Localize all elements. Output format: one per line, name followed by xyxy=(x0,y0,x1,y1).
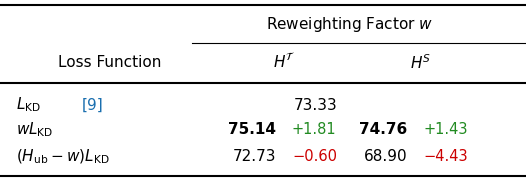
Text: [9]: [9] xyxy=(82,98,103,112)
Text: $H^{S}$: $H^{S}$ xyxy=(410,53,431,72)
Text: 68.90: 68.90 xyxy=(364,149,408,164)
Text: 72.73: 72.73 xyxy=(232,149,276,164)
Text: $(H_{\mathrm{ub}}-w)L_{\mathrm{KD}}$: $(H_{\mathrm{ub}}-w)L_{\mathrm{KD}}$ xyxy=(16,147,109,166)
Text: 74.76: 74.76 xyxy=(359,122,408,137)
Text: −0.60: −0.60 xyxy=(292,149,337,164)
Text: +1.43: +1.43 xyxy=(423,122,468,137)
Text: $wL_{\mathrm{KD}}$: $wL_{\mathrm{KD}}$ xyxy=(16,121,53,139)
Text: $L_{\mathrm{KD}}$: $L_{\mathrm{KD}}$ xyxy=(16,96,41,114)
Text: 73.33: 73.33 xyxy=(294,98,338,112)
Text: $H^{\mathcal{T}}$: $H^{\mathcal{T}}$ xyxy=(273,53,295,71)
Text: +1.81: +1.81 xyxy=(292,122,337,137)
Text: 75.14: 75.14 xyxy=(228,122,276,137)
Text: Reweighting Factor $w$: Reweighting Factor $w$ xyxy=(266,15,433,34)
Text: −4.43: −4.43 xyxy=(423,149,468,164)
Text: Loss Function: Loss Function xyxy=(58,55,161,70)
